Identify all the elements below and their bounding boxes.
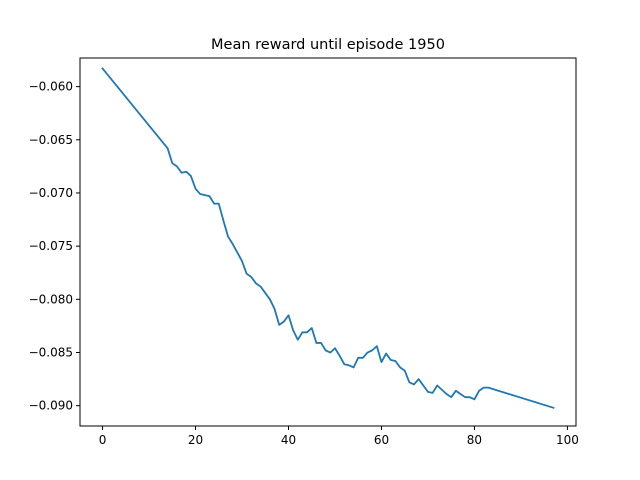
axes-frame bbox=[79, 57, 577, 427]
x-tick-label: 20 bbox=[188, 433, 203, 447]
x-tick-label: 0 bbox=[99, 433, 107, 447]
x-tick-label: 100 bbox=[556, 433, 579, 447]
x-tick-label: 40 bbox=[281, 433, 296, 447]
y-tick-label: −0.090 bbox=[29, 399, 73, 413]
x-tick-label: 80 bbox=[467, 433, 482, 447]
series-line bbox=[101, 67, 555, 409]
y-tick-label: −0.085 bbox=[29, 346, 73, 360]
plot-area: 0 20 40 60 80 100 −0.090 −0.085 −0.080 −0.075 −0.0… bbox=[29, 57, 579, 447]
y-tick-label: −0.080 bbox=[29, 292, 73, 306]
x-tick-label: 60 bbox=[374, 433, 389, 447]
chart-title: Mean reward until episode 1950 bbox=[211, 37, 445, 53]
y-tick-label: −0.060 bbox=[29, 80, 73, 94]
y-tick-label: −0.075 bbox=[29, 239, 73, 253]
y-tick-label: −0.065 bbox=[29, 133, 73, 147]
y-tick-label: −0.070 bbox=[29, 186, 73, 200]
